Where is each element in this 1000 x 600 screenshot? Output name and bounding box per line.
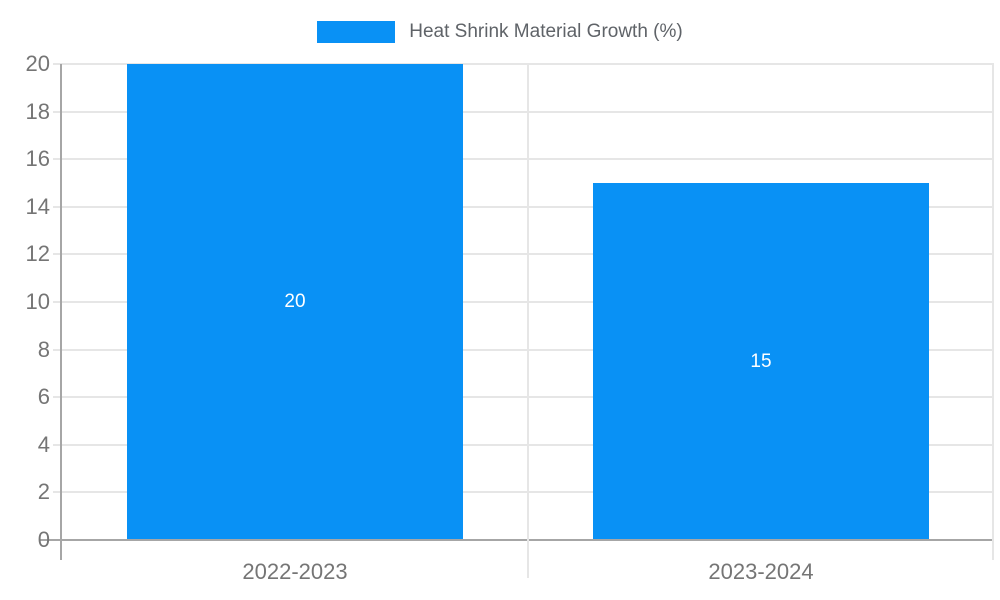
gridline-h: [53, 348, 994, 351]
gridline-h: [53, 205, 994, 208]
y-tick-label: 12: [25, 241, 50, 267]
y-tick-label: 4: [37, 431, 50, 457]
y-tick-label: 0: [37, 527, 50, 552]
gridline-h: [53, 110, 994, 113]
gridline-h: [53, 301, 994, 303]
legend[interactable]: Heat Shrink Material Growth (%): [0, 14, 1000, 50]
bar-value-label: 20: [284, 291, 306, 312]
gridline-h: [53, 253, 994, 256]
y-tick-label: 20: [25, 51, 50, 76]
gridline-h: [53, 491, 994, 494]
y-axis-line: [60, 64, 62, 560]
legend-swatch: [317, 21, 396, 43]
y-tick-label: 6: [37, 384, 50, 410]
x-tick-label: 2023-2024: [708, 559, 814, 584]
x-axis-line: [40, 539, 994, 541]
y-tick-label: 18: [25, 98, 50, 124]
bar[interactable]: [127, 64, 463, 539]
gridline-h: [53, 63, 994, 65]
y-tick-label: 2: [37, 479, 50, 505]
plot-right-border: [992, 64, 994, 560]
gridline-h: [53, 158, 994, 161]
y-tick-label: 10: [25, 289, 50, 314]
gridline-h: [53, 443, 994, 446]
bar[interactable]: [593, 183, 929, 539]
x-tick-label: 2022-2023: [242, 559, 348, 584]
y-tick-label: 8: [37, 336, 50, 362]
gridline-h: [53, 396, 994, 399]
legend-label: Heat Shrink Material Growth (%): [409, 21, 683, 42]
y-tick-label: 14: [25, 193, 50, 219]
y-tick-label: 16: [25, 146, 50, 172]
gridline-v: [527, 64, 529, 578]
bar-value-label: 15: [750, 350, 772, 372]
